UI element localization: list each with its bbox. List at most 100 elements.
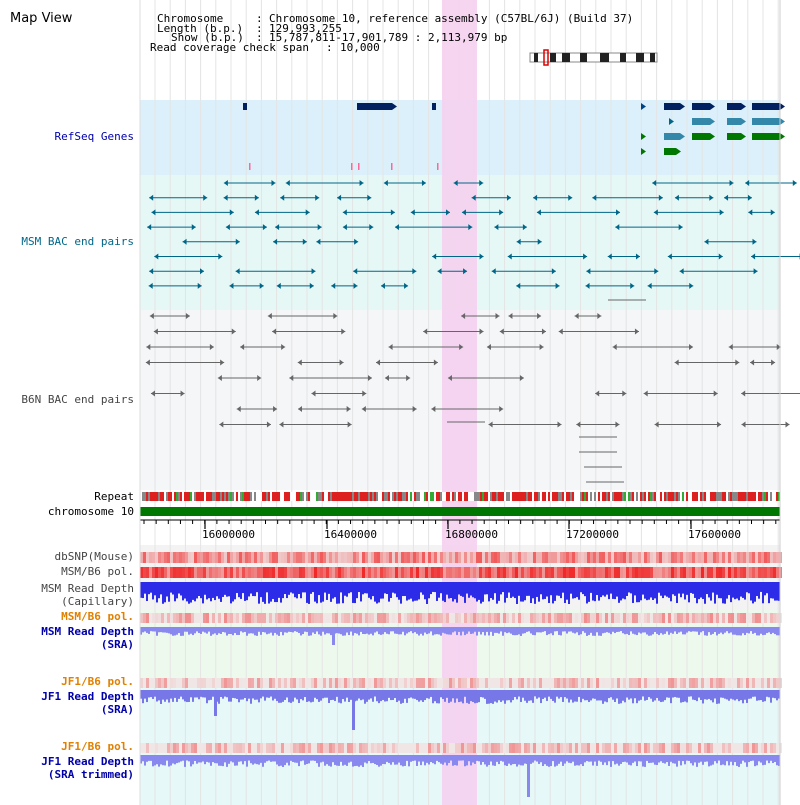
- msm-sra-depth-bar: [762, 627, 764, 636]
- repeat-segment: [616, 492, 618, 501]
- repeat-segment: [678, 492, 680, 501]
- pol-cell: [692, 613, 695, 623]
- pol-cell: [635, 613, 638, 623]
- track-label-refseq[interactable]: RefSeq Genes: [54, 130, 134, 143]
- dbsnp-cell: [743, 552, 746, 563]
- msm-bac-pair-end: [494, 224, 499, 231]
- repeat-segment: [772, 492, 774, 501]
- dbsnp-cell: [347, 552, 350, 563]
- refseq-gene: [243, 103, 247, 110]
- msm-capillary-depth-bar: [508, 582, 510, 593]
- pol-cell: [740, 567, 743, 578]
- pol-cell: [638, 678, 641, 688]
- pol-cell: [590, 567, 593, 578]
- pol-cell: [593, 567, 596, 578]
- msm-capillary-depth-bar: [614, 582, 616, 600]
- pol-cell: [350, 743, 353, 753]
- msm-sra-depth-bar: [302, 627, 304, 635]
- pol-cell: [629, 613, 632, 623]
- jf1-sra-depth-bar: [740, 690, 742, 701]
- pol-cell: [362, 567, 365, 578]
- pol-cell: [143, 743, 146, 753]
- dbsnp-cell: [620, 552, 623, 563]
- msm-capillary-depth-bar: [552, 582, 554, 604]
- jf1-trimmed-depth-bar: [490, 755, 492, 762]
- repeat-segment: [668, 492, 670, 501]
- jf1-sra-depth-bar: [220, 690, 222, 697]
- msm-sra-depth-bar: [622, 627, 624, 634]
- repeat-segment: [546, 492, 548, 501]
- msm-sra-depth-bar: [196, 627, 198, 632]
- msm-sra-depth-bar: [402, 627, 404, 632]
- jf1-sra-depth-bar: [340, 690, 342, 704]
- dbsnp-cell: [566, 552, 569, 563]
- msm-capillary-depth-bar: [212, 582, 214, 598]
- msm-bac-pair-end: [635, 253, 640, 260]
- pol-cell: [209, 613, 212, 623]
- jf1-trimmed-depth-bar: [426, 755, 428, 763]
- pol-cell: [725, 743, 728, 753]
- b6n-bac-pair-end: [362, 390, 367, 397]
- pol-cell: [746, 743, 749, 753]
- jf1-trimmed-depth-bar: [348, 755, 350, 763]
- msm-capillary-depth-bar: [174, 582, 176, 602]
- repeat-segment: [294, 492, 296, 501]
- jf1-sra-depth-bar: [358, 690, 360, 699]
- pol-cell: [311, 678, 314, 688]
- msm-sra-depth-bar: [346, 627, 348, 633]
- dbsnp-cell: [635, 552, 638, 563]
- pol-cell: [752, 567, 755, 578]
- repeat-segment: [422, 492, 424, 501]
- pol-cell: [377, 613, 380, 623]
- jf1-trimmed-depth-bar: [508, 755, 510, 764]
- jf1-trimmed-depth-bar: [434, 755, 436, 765]
- pol-cell: [704, 567, 707, 578]
- pol-cell: [242, 743, 245, 753]
- pol-cell: [326, 613, 329, 623]
- pol-cell: [611, 567, 614, 578]
- repeat-segment: [364, 492, 366, 501]
- repeat-segment: [738, 492, 740, 501]
- pol-cell: [587, 567, 590, 578]
- dbsnp-cell: [602, 552, 605, 563]
- jf1-trimmed-depth-bar: [560, 755, 562, 762]
- repeat-segment: [774, 492, 776, 501]
- pol-cell: [179, 567, 182, 578]
- msm-sra-depth-bar: [386, 627, 388, 634]
- track-label-msm-bac[interactable]: MSM BAC end pairs: [21, 235, 134, 248]
- jf1-sra-depth-bar: [412, 690, 414, 699]
- msm-sra-depth-bar: [496, 627, 498, 633]
- refseq-gene: [664, 103, 680, 110]
- jf1-trimmed-depth-bar: [362, 755, 364, 767]
- jf1-sra-depth-bar: [662, 690, 664, 702]
- repeat-segment: [776, 492, 778, 501]
- jf1-trimmed-depth-bar: [552, 755, 554, 762]
- dbsnp-cell: [320, 552, 323, 563]
- jf1-trimmed-depth-bar: [188, 755, 190, 762]
- pol-cell: [167, 567, 170, 578]
- track-label-b6n-bac[interactable]: B6N BAC end pairs: [21, 393, 134, 406]
- dbsnp-cell: [221, 552, 224, 563]
- repeat-segment: [602, 492, 604, 501]
- msm-capillary-depth-bar: [760, 582, 762, 592]
- repeat-segment: [736, 492, 738, 501]
- repeat-segment: [412, 492, 414, 501]
- jf1-trimmed-depth-bar: [250, 755, 252, 764]
- pol-cell: [551, 743, 554, 753]
- pol-cell: [347, 678, 350, 688]
- jf1-trimmed-depth-bar: [764, 755, 766, 765]
- msm-capillary-depth-bar: [558, 582, 560, 596]
- dbsnp-cell: [161, 552, 164, 563]
- pol-cell: [554, 613, 557, 623]
- pol-cell: [278, 567, 281, 578]
- jf1-sra-depth-bar: [310, 690, 312, 703]
- msm-sra-depth-bar: [166, 627, 168, 633]
- msm-bac-pair-end: [229, 209, 234, 216]
- jf1-sra-depth-bar: [602, 690, 604, 704]
- pol-cell: [380, 743, 383, 753]
- repeat-segment: [522, 492, 524, 501]
- pol-cell: [233, 567, 236, 578]
- repeat-segment: [456, 492, 458, 501]
- repeat-segment: [568, 492, 570, 501]
